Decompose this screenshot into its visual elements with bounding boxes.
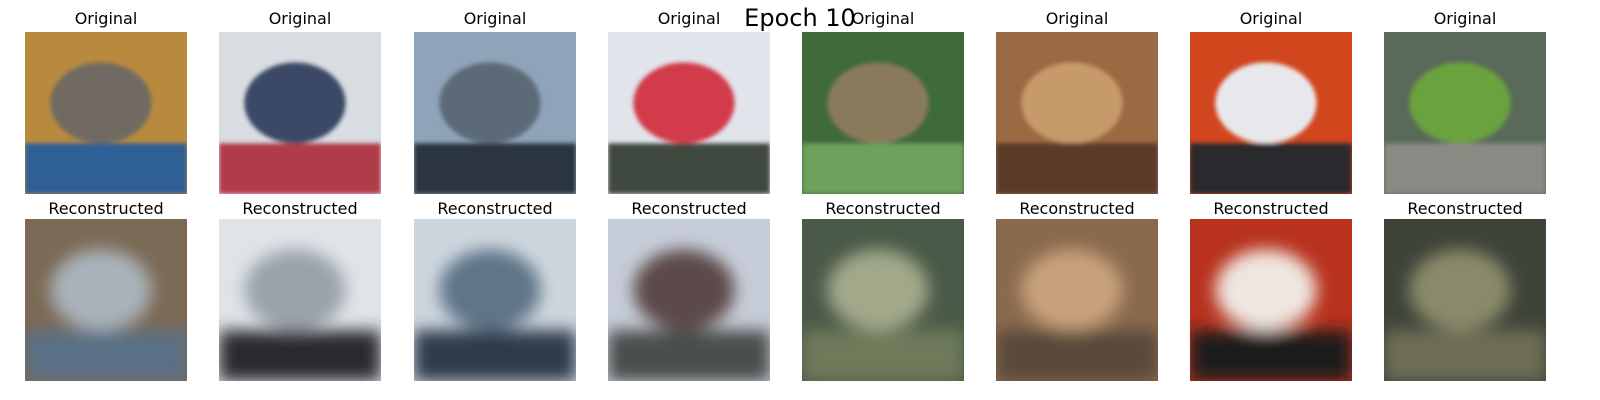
original-title: Original [463, 9, 527, 28]
original-title: Original [657, 9, 721, 28]
original-image-plane [608, 32, 770, 194]
original-title: Original [1045, 9, 1109, 28]
reconstructed-image-frog [1384, 219, 1546, 381]
reconstructed-image-ship [414, 219, 576, 381]
reconstructed-image-plane [608, 219, 770, 381]
original-title: Original [1239, 9, 1303, 28]
original-image-cat [25, 32, 187, 194]
figure-suptitle: Epoch 10 [744, 4, 856, 32]
reconstructed-image-frog [802, 219, 964, 381]
original-image-car [1190, 32, 1352, 194]
reconstructed-title: Reconstructed [1407, 199, 1523, 218]
original-title: Original [1433, 9, 1497, 28]
reconstructed-title: Reconstructed [48, 199, 164, 218]
reconstructed-image-ship [219, 219, 381, 381]
reconstructed-title: Reconstructed [242, 199, 358, 218]
original-title: Original [851, 9, 915, 28]
reconstructed-image-car [1190, 219, 1352, 381]
original-image-frog [1384, 32, 1546, 194]
reconstructed-title: Reconstructed [437, 199, 553, 218]
reconstructed-title: Reconstructed [631, 199, 747, 218]
original-title: Original [268, 9, 332, 28]
original-image-ship [414, 32, 576, 194]
original-image-frog [802, 32, 964, 194]
reconstructed-title: Reconstructed [1213, 199, 1329, 218]
original-title: Original [74, 9, 138, 28]
reconstructed-title: Reconstructed [1019, 199, 1135, 218]
original-image-ship [219, 32, 381, 194]
reconstructed-image-cat [25, 219, 187, 381]
original-image-frog [996, 32, 1158, 194]
reconstructed-image-frog [996, 219, 1158, 381]
reconstructed-title: Reconstructed [825, 199, 941, 218]
